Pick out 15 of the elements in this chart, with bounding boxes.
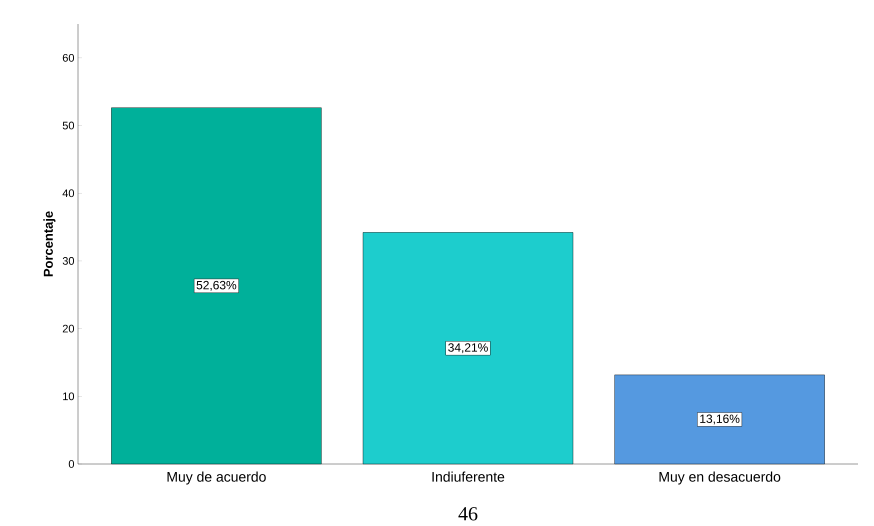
data-label: 52,63% bbox=[196, 280, 236, 291]
y-tick-label: 0 bbox=[68, 460, 74, 468]
y-tick-label: 20 bbox=[62, 324, 74, 332]
data-label: 13,16% bbox=[700, 414, 740, 424]
data-label: 34,21% bbox=[448, 343, 488, 354]
text: 46 bbox=[458, 507, 478, 520]
x-tick-label: Indiuferente bbox=[432, 472, 504, 482]
y-axis-title: Porcentaje bbox=[43, 211, 56, 276]
x-tick-label: Muy de acuerdo bbox=[168, 472, 266, 485]
y-tick-label: 10 bbox=[63, 392, 74, 400]
y-tick-label: 60 bbox=[62, 54, 74, 62]
y-tick-label: 40 bbox=[62, 189, 74, 198]
x-tick-label: Muy en desacuerdo bbox=[660, 472, 780, 485]
y-tick-label: 50 bbox=[62, 122, 74, 130]
y-tick-label: 30 bbox=[62, 257, 74, 265]
